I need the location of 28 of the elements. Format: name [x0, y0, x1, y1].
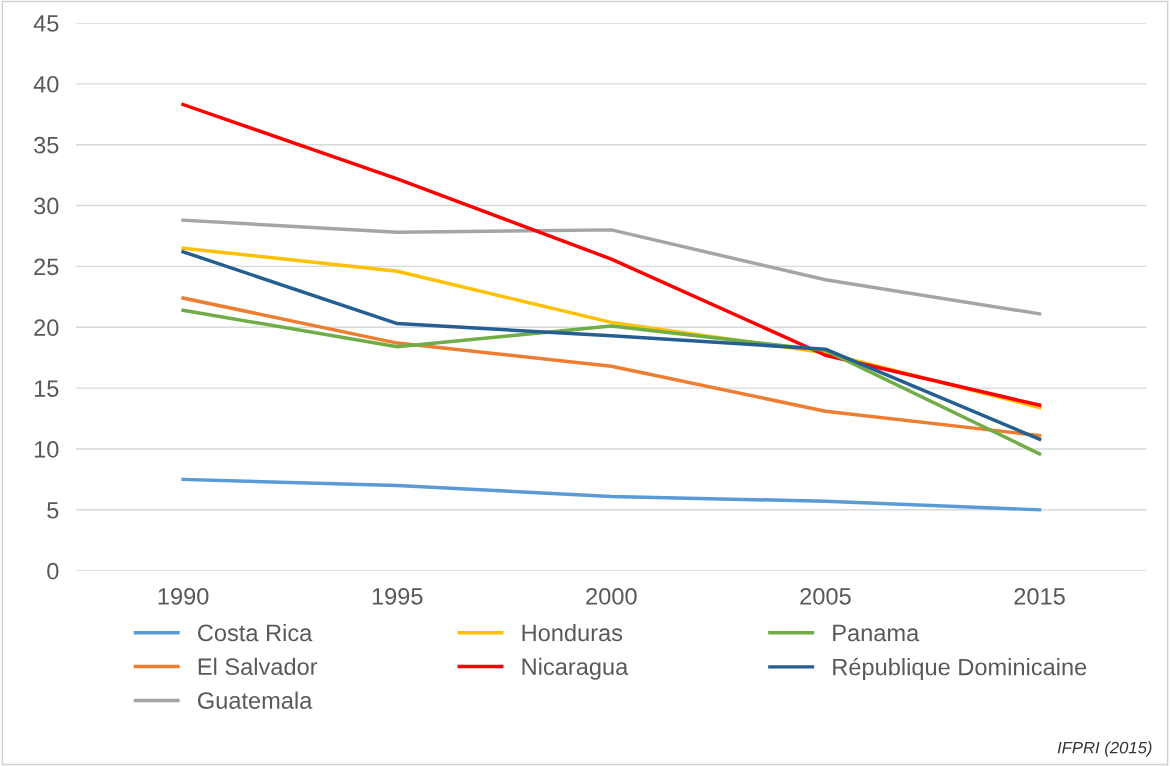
y-tick-label: 45: [33, 15, 59, 32]
x-tick-label: 1990: [158, 587, 209, 605]
legend-label: El Salvador: [198, 657, 318, 676]
y-tick-label: 40: [33, 75, 59, 93]
y-tick-label: 15: [34, 380, 59, 397]
legend-label: Guatemala: [198, 691, 313, 709]
line-series: [181, 477, 1042, 512]
line-series: [181, 102, 1042, 407]
legend-label: République Dominicaine: [833, 657, 1087, 681]
legend-label: Nicaragua: [522, 657, 629, 680]
legend-label: Costa Rica: [198, 623, 313, 642]
y-tick-label: 0: [47, 562, 59, 580]
y-tick-label: 30: [34, 197, 59, 215]
line-series: [181, 296, 1042, 438]
x-tick-label: 2005: [800, 587, 851, 605]
x-tick-label: 2015: [1014, 587, 1065, 605]
y-tick-label: 20: [34, 319, 59, 337]
y-tick-label: 25: [34, 258, 59, 276]
x-tick-label: 2000: [586, 587, 637, 605]
line-series: [181, 218, 1042, 316]
text: IFPRI (2015): [1057, 741, 1152, 757]
legend-label: Panama: [833, 624, 920, 642]
y-tick-label: 5: [47, 502, 59, 519]
legend-label: Honduras: [522, 623, 623, 642]
y-tick-label: 10: [34, 441, 59, 458]
line-series: [181, 250, 1042, 441]
y-tick-label: 35: [34, 136, 59, 154]
x-tick-label: 1995: [372, 587, 423, 605]
